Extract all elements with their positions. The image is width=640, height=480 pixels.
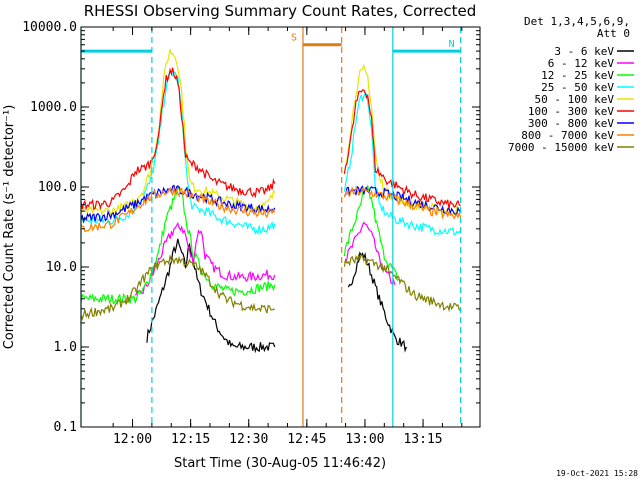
legend-label-5: 100 - 300 keV	[528, 105, 614, 118]
x-tick-label-1: 12:15	[171, 432, 210, 447]
series-line-0-part-0	[146, 238, 276, 354]
y-axis-title: Corrected Count Rate (s⁻¹ detector⁻¹)	[2, 105, 17, 350]
y-tick-label-1: 1.0	[54, 340, 77, 355]
legend-header-line-1: Det 1,3,4,5,6,9,	[524, 15, 630, 28]
series-line-0-part-1	[347, 251, 407, 353]
legend-label-3: 25 - 50 keV	[541, 81, 614, 94]
series-line-6-part-0	[80, 184, 276, 224]
x-tick-label-2: 12:30	[229, 432, 268, 447]
series-line-7-part-1	[343, 186, 462, 220]
interval-label-2: S	[291, 33, 297, 44]
y-tick-label-4: 1000.0	[30, 100, 77, 115]
x-tick-label-0: 12:00	[113, 432, 152, 447]
series-line-2-part-0	[80, 185, 276, 306]
legend-header-line-2: Att 0	[597, 27, 630, 40]
x-axis: 12:00 12:15 12:30 12:45 13:00 13:15	[112, 27, 463, 447]
generated-date: 19-Oct-2021 15:28	[556, 469, 638, 478]
y-tick-label-0: 0.1	[54, 420, 77, 435]
y-tick-label-5: 10000.0	[22, 20, 77, 35]
legend-label-7: 800 - 7000 keV	[521, 129, 614, 142]
y-tick-label-2: 10.0	[46, 260, 77, 275]
series-line-1-part-0	[134, 221, 276, 296]
legend-label-6: 300 - 800 keV	[528, 117, 614, 130]
series-line-5-part-1	[343, 89, 461, 210]
legend-label-4: 50 - 100 keV	[535, 93, 615, 106]
x-tick-label-5: 13:15	[403, 432, 442, 447]
series-line-3-part-0	[80, 70, 276, 236]
series-line-8-part-1	[343, 253, 462, 313]
legend-label-1: 6 - 12 keV	[548, 57, 615, 70]
x-axis-title: Start Time (30-Aug-05 11:46:42)	[174, 456, 386, 471]
series-line-7-part-0	[80, 186, 276, 233]
y-tick-label-3: 100.0	[38, 180, 77, 195]
x-tick-label-3: 12:45	[287, 432, 326, 447]
legend-label-0: 3 - 6 keV	[554, 45, 614, 58]
plot-frame	[80, 26, 481, 428]
series-line-3-part-1	[343, 92, 461, 236]
legend-label-8: 7000 - 15000 keV	[508, 141, 614, 154]
x-tick-label-4: 13:00	[345, 432, 384, 447]
series-line-2-part-1	[343, 184, 399, 282]
chart-title: RHESSI Observing Summary Count Rates, Co…	[84, 2, 477, 20]
legend-label-2: 12 - 25 keV	[541, 69, 614, 82]
series-line-8-part-0	[80, 255, 275, 321]
series-line-5-part-0	[80, 67, 276, 211]
series-layer	[80, 49, 462, 354]
interval-label-1: N	[449, 39, 455, 50]
y-axis: 0.1 1.0 10.0 100.0 1000.0 10000.0	[22, 20, 480, 435]
